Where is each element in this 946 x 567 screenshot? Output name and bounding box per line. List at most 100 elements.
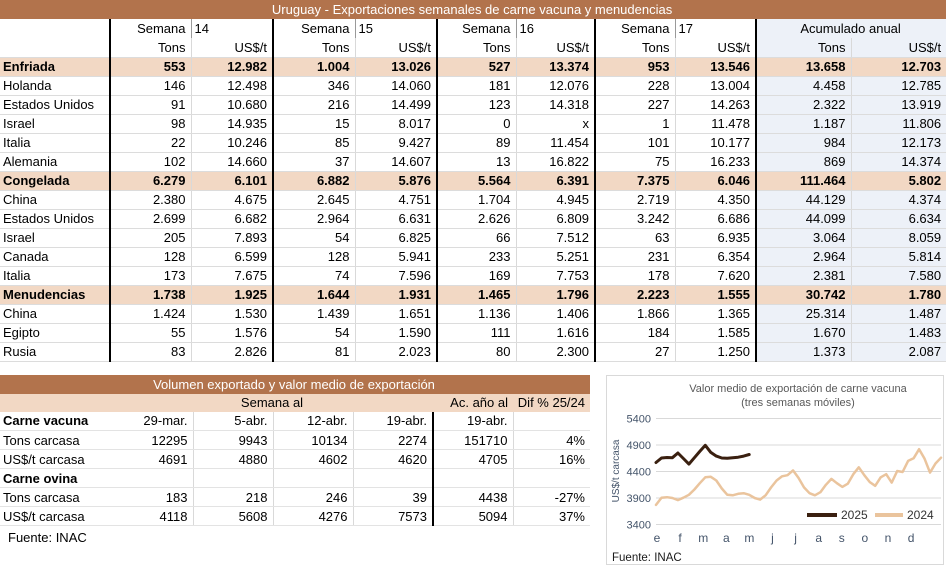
week-header-label: Semana <box>110 19 192 38</box>
t1-cell: 14.374 <box>851 152 946 172</box>
t1-cell: 227 <box>595 95 676 115</box>
t1-cell: 6.101 <box>191 171 274 191</box>
t1-cell: 984 <box>756 133 852 153</box>
usd-subheader: US$/t <box>355 38 438 58</box>
t1-cell: 216 <box>273 95 356 115</box>
t1-cell: 1.576 <box>191 323 274 343</box>
t1-cell: 1.136 <box>437 304 517 324</box>
t2-section-row: Carne vacuna 29-mar. 5-abr. 12-abr. 19-abr. 1… <box>0 411 590 431</box>
country-row: Estados Unidos 2.699 6.682 2.964 6.631 2.626 6… <box>0 209 946 229</box>
table2-source: Fuente: INAC <box>8 530 87 545</box>
t1-cell: 15 <box>273 114 356 134</box>
tons-subheader: Tons <box>756 38 852 58</box>
month-label: s <box>839 531 845 545</box>
chart-panel: Valor medio de exportación de carne vacu… <box>606 374 944 565</box>
month-label: o <box>862 531 869 545</box>
t1-cell: 2.380 <box>110 190 192 210</box>
t1-cell: 128 <box>110 247 192 267</box>
t1-cell: 2.381 <box>756 266 852 286</box>
t1-cell: 1.483 <box>851 323 946 343</box>
month-label: d <box>908 531 915 545</box>
t1-cell: 14.607 <box>355 152 438 172</box>
t1-cell: 7.580 <box>851 266 946 286</box>
t1-cell: 6.391 <box>516 171 596 191</box>
t1-cell: 4.374 <box>851 190 946 210</box>
t1-cell: 7.620 <box>675 266 757 286</box>
row-label: Estados Unidos <box>0 209 111 229</box>
t1-cell: 184 <box>595 323 676 343</box>
t1-cell: 2.826 <box>191 342 274 362</box>
t2-cell: 5608 <box>193 506 274 526</box>
table1-title: Uruguay - Exportaciones semanales de car… <box>0 0 946 19</box>
t2-cell: 4118 <box>113 506 194 526</box>
t1-cell: 7.596 <box>355 266 438 286</box>
t2-cell: 5094 <box>433 506 514 526</box>
t1-cell: 2.223 <box>595 285 676 305</box>
t1-cell: 12.076 <box>516 76 596 96</box>
t1-cell: 1.780 <box>851 285 946 305</box>
legend-2024-label: 2024 <box>907 508 934 522</box>
t2-section-row: Carne ovina <box>0 468 590 488</box>
t1-cell: x <box>516 114 596 134</box>
t1-cell: 7.753 <box>516 266 596 286</box>
row-label: Menudencias <box>0 285 111 305</box>
t1-cell: 9.427 <box>355 133 438 153</box>
t2-cell: 12295 <box>113 430 194 450</box>
t2-cell: 19-abr. <box>353 411 434 431</box>
t1-cell: 14.935 <box>191 114 274 134</box>
country-row: Canada 128 6.599 128 5.941 233 5.251 231 6.354 2.… <box>0 247 946 267</box>
t2-cell: 5-abr. <box>193 411 274 431</box>
t1-cell: 80 <box>437 342 517 362</box>
month-label: a <box>815 531 822 545</box>
t1-cell: 44.099 <box>756 209 852 229</box>
t1-cell: 13.026 <box>355 57 438 77</box>
t1-cell: 22 <box>110 133 192 153</box>
t1-cell: 111.464 <box>756 171 852 191</box>
t1-cell: 6.631 <box>355 209 438 229</box>
t1-cell: 54 <box>273 228 356 248</box>
country-row: Italia 173 7.675 74 7.596 169 7.753 178 7.620 2.3… <box>0 266 946 286</box>
t1-cell: 1.250 <box>675 342 757 362</box>
section-row: Enfriada 553 12.982 1.004 13.026 527 13.374 953… <box>0 57 946 77</box>
t1-cell: 2.322 <box>756 95 852 115</box>
t1-cell: 7.675 <box>191 266 274 286</box>
country-row: Egipto 55 1.576 54 1.590 111 1.616 184 1.585 1.67… <box>0 323 946 343</box>
t1-cell: 12.173 <box>851 133 946 153</box>
row-label: Enfriada <box>0 57 111 77</box>
t2-cell <box>353 468 434 488</box>
t2-acc-header: Ac. año al <box>433 393 513 412</box>
t1-cell: 233 <box>437 247 517 267</box>
t1-cell: 2.964 <box>756 247 852 267</box>
row-label: Israel <box>0 228 111 248</box>
t2-cell: 10134 <box>273 430 354 450</box>
t1-cell: 5.802 <box>851 171 946 191</box>
t1-cell: 4.350 <box>675 190 757 210</box>
t1-cell: 91 <box>110 95 192 115</box>
t1-cell: 13.658 <box>756 57 852 77</box>
month-label: f <box>678 531 682 545</box>
t1-cell: 12.785 <box>851 76 946 96</box>
t2-row-label: Tons carcasa <box>0 487 113 507</box>
t1-cell: 2.087 <box>851 342 946 362</box>
t1-cell: 7.375 <box>595 171 676 191</box>
t1-cell: 14.263 <box>675 95 757 115</box>
chart-subtitle: (tres semanas móviles) <box>741 397 855 409</box>
t1-cell: 1.931 <box>355 285 438 305</box>
t1-cell: 6.279 <box>110 171 192 191</box>
t1-cell: 6.634 <box>851 209 946 229</box>
tons-subheader: Tons <box>273 38 356 58</box>
row-label: Canada <box>0 247 111 267</box>
y-tick-label: 3400 <box>627 519 651 531</box>
section-row: Congelada 6.279 6.101 6.882 5.876 5.564 6.391 7… <box>0 171 946 191</box>
month-label: j <box>770 531 774 545</box>
t1-cell: 178 <box>595 266 676 286</box>
chart-source: Fuente: INAC <box>612 552 682 564</box>
t1-cell: 11.454 <box>516 133 596 153</box>
t1-cell: 5.251 <box>516 247 596 267</box>
t1-cell: 63 <box>595 228 676 248</box>
t2-row-label: US$/t carcasa <box>0 506 113 526</box>
volume-value-table: Volumen exportado y valor medio de expor… <box>0 374 590 526</box>
t2-row-label: Carne vacuna <box>0 411 113 431</box>
t1-cell: 128 <box>273 247 356 267</box>
